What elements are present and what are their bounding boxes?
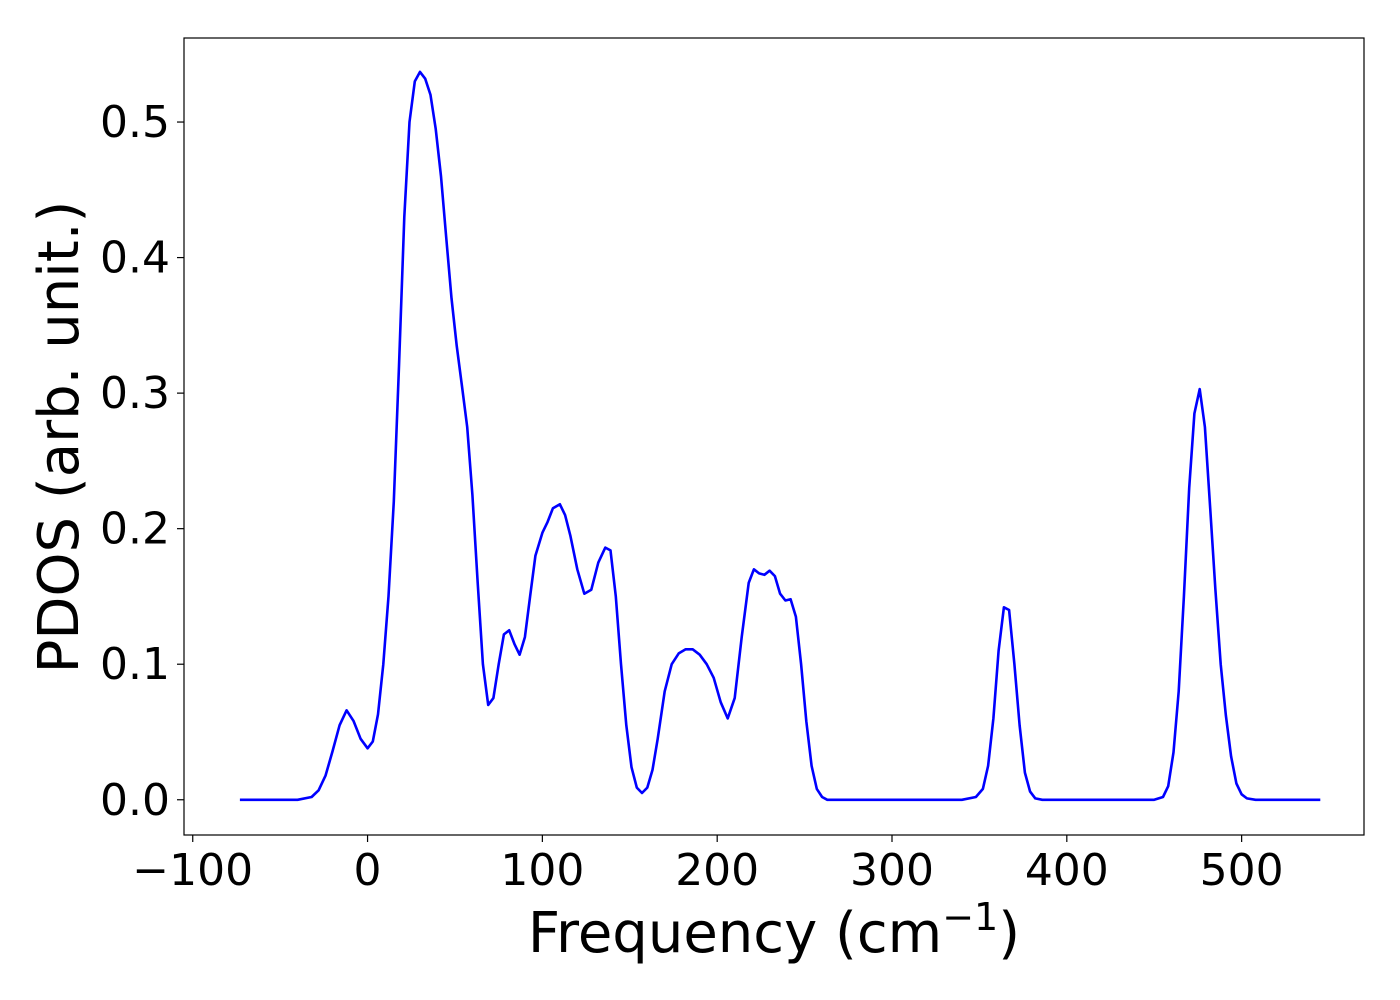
y-axis-ticks: 0.0 0.1 0.2 0.3 0.4 0.5 [100,97,184,826]
y-tick-label: 0.5 [100,97,170,148]
y-axis-title: PDOS (arb. unit.) [27,201,92,674]
x-tick-label: 500 [1200,845,1284,896]
x-axis-title-close: ) [998,901,1020,966]
x-tick-label: −100 [132,845,253,896]
x-tick-label: 200 [675,845,759,896]
plot-area [183,37,1365,836]
x-axis-title: Frequency (cm−1) [528,895,1020,966]
y-tick-label: 0.4 [100,233,170,284]
y-tick-label: 0.0 [100,775,170,826]
x-axis-title-text: Frequency (cm [528,901,942,966]
x-tick-label: 0 [354,845,382,896]
x-tick-label: 400 [1025,845,1109,896]
x-axis-ticks: −100 0 100 200 300 400 500 [132,835,1284,896]
x-tick-label: 300 [850,845,934,896]
y-tick-label: 0.1 [100,639,170,690]
x-tick-label: 100 [500,845,584,896]
y-tick-label: 0.2 [100,504,170,555]
y-tick-label: 0.3 [100,368,170,419]
pdos-line [239,70,1321,802]
x-axis-title-exponent: −1 [942,895,998,939]
